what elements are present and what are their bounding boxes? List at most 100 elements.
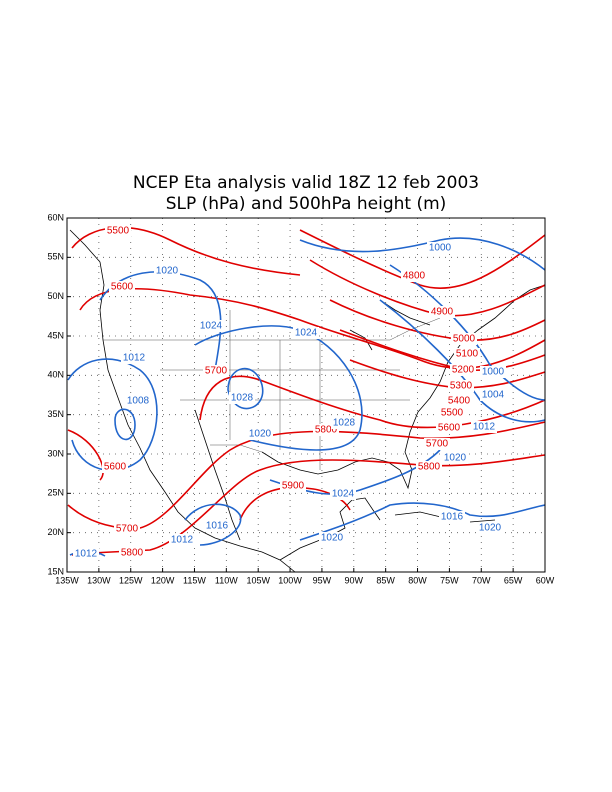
slp-label: 1004 bbox=[482, 390, 505, 401]
height-label: 4800 bbox=[403, 271, 426, 282]
slp-label-bg bbox=[247, 428, 273, 440]
slp-label: 1012 bbox=[171, 535, 194, 546]
height-label-bg bbox=[448, 380, 474, 392]
lat-label: 30N bbox=[47, 448, 64, 458]
lon-label: 125W bbox=[119, 575, 143, 585]
slp-contour bbox=[67, 358, 158, 472]
height-contour bbox=[71, 226, 301, 276]
slp-label: 1000 bbox=[482, 367, 505, 378]
height-label-bg bbox=[102, 461, 128, 473]
slp-label: 1016 bbox=[206, 521, 229, 532]
height-label: 5200 bbox=[452, 365, 475, 376]
height-label-bg bbox=[424, 438, 450, 450]
slp-contour bbox=[99, 271, 222, 371]
height-label: 4900 bbox=[431, 307, 454, 318]
height-label: 5600 bbox=[438, 423, 461, 434]
slp-contour bbox=[184, 503, 242, 546]
slp-label-bg bbox=[204, 520, 230, 532]
slp-label: 1024 bbox=[332, 489, 355, 500]
slp-label: 1012 bbox=[123, 353, 146, 364]
lat-label: 45N bbox=[47, 330, 64, 340]
height-label: 5700 bbox=[205, 366, 228, 377]
slp-label-bg bbox=[477, 522, 503, 534]
slp-label: 1028 bbox=[333, 418, 356, 429]
slp-label-bg bbox=[480, 389, 506, 401]
slp-label: 1020 bbox=[156, 266, 179, 277]
height-contour bbox=[67, 421, 546, 530]
slp-label-bg bbox=[480, 366, 506, 378]
slp-label: 1016 bbox=[441, 512, 464, 523]
title-line: NCEP Eta analysis valid 18Z 12 feb 2003 bbox=[133, 173, 479, 193]
labels: 135W 130W 125W 120W 115W 110W 105W 100W 95W 90W 85… bbox=[47, 212, 554, 585]
lat-label: 40N bbox=[47, 370, 64, 380]
slp-label-bg bbox=[331, 417, 357, 429]
height-label: 5700 bbox=[116, 524, 139, 535]
slp-contour bbox=[379, 299, 546, 423]
height-label-bg bbox=[280, 480, 306, 492]
lon-label: 95W bbox=[313, 575, 332, 585]
slp-label: 1024 bbox=[295, 328, 318, 339]
height-label-bg bbox=[401, 270, 427, 282]
coastline bbox=[69, 229, 296, 573]
height-label: 5100 bbox=[456, 349, 479, 360]
lon-label: 80W bbox=[408, 575, 427, 585]
slp-label-bg bbox=[198, 320, 224, 332]
lon-label: 75W bbox=[440, 575, 459, 585]
slp-contour bbox=[389, 264, 546, 401]
height-label-bg bbox=[454, 348, 480, 360]
slp-label-bg bbox=[73, 548, 99, 560]
height-label: 5600 bbox=[104, 462, 127, 473]
lon-label: 65W bbox=[504, 575, 523, 585]
slp-label-bg bbox=[319, 532, 345, 544]
lon-label: 100W bbox=[278, 575, 302, 585]
lon-label: 105W bbox=[246, 575, 270, 585]
slp-label: 1020 bbox=[321, 533, 344, 544]
height-label-bg bbox=[439, 407, 465, 419]
slp-label: 1012 bbox=[75, 549, 98, 560]
lat-label: 55N bbox=[47, 252, 64, 262]
lon-label: 70W bbox=[472, 575, 491, 585]
lat-label: 20N bbox=[47, 527, 64, 537]
slp-contour bbox=[194, 325, 363, 451]
height-label-bg bbox=[114, 523, 140, 535]
slp-contour bbox=[227, 367, 264, 410]
height-contour bbox=[71, 454, 546, 556]
slp-label-bg bbox=[125, 395, 151, 407]
lon-label: 90W bbox=[345, 575, 364, 585]
map-frame bbox=[66, 217, 546, 573]
height-label: 5800 bbox=[315, 425, 338, 436]
slp-label: 1008 bbox=[127, 396, 150, 407]
height-label-bg bbox=[451, 333, 477, 345]
lon-label: 110W bbox=[215, 575, 238, 585]
height-contour bbox=[299, 229, 546, 290]
coastline bbox=[279, 497, 381, 561]
slp-label-bg bbox=[121, 352, 147, 364]
slp-contour bbox=[299, 237, 546, 271]
height-label-bg bbox=[416, 461, 442, 473]
lon-label: 85W bbox=[376, 575, 395, 585]
lat-label: 35N bbox=[47, 409, 64, 419]
height-label: 5800 bbox=[418, 462, 441, 473]
slp-label-bg bbox=[439, 511, 465, 523]
grid bbox=[66, 217, 546, 573]
slp-label: 1000 bbox=[429, 243, 452, 254]
slp-label-bg bbox=[154, 265, 180, 277]
slp-label: 1020 bbox=[249, 429, 272, 440]
lat-label: 25N bbox=[47, 488, 64, 498]
slp-label-bg bbox=[293, 327, 319, 339]
slp-contour bbox=[114, 408, 136, 441]
height-label-bg bbox=[436, 422, 462, 434]
lon-label: 130W bbox=[87, 575, 111, 585]
height-label: 5600 bbox=[111, 282, 134, 293]
title-line: SLP (hPa) and 500hPa height (m) bbox=[166, 194, 447, 214]
slp-label: 1024 bbox=[200, 321, 223, 332]
height-label: 5500 bbox=[107, 226, 130, 237]
slp-label: 1020 bbox=[444, 453, 467, 464]
height-label-bg bbox=[105, 225, 131, 237]
height-label: 5400 bbox=[448, 396, 471, 407]
lon-label: 115W bbox=[183, 575, 206, 585]
coastline bbox=[194, 409, 241, 541]
height-label: 5000 bbox=[453, 334, 476, 345]
height-label: 5900 bbox=[282, 481, 305, 492]
